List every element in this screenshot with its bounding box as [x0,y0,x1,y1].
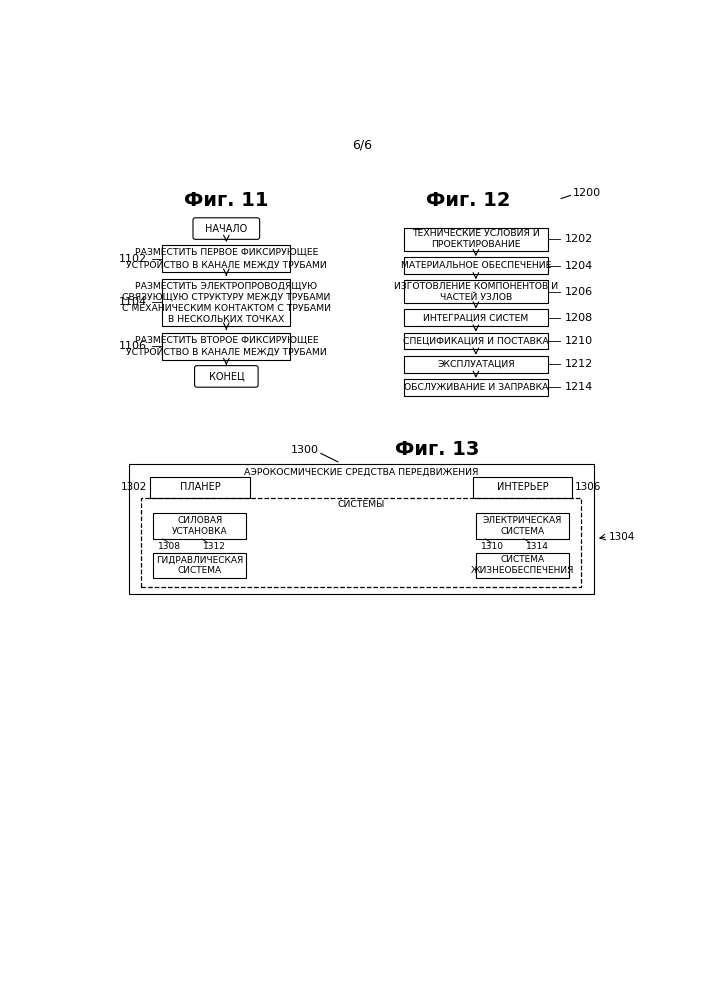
FancyBboxPatch shape [194,366,258,387]
FancyBboxPatch shape [151,477,250,498]
FancyBboxPatch shape [404,379,547,396]
Text: 1206: 1206 [565,287,592,297]
FancyBboxPatch shape [404,280,547,303]
Text: 1214: 1214 [565,382,593,392]
Text: ПЛАНЕР: ПЛАНЕР [180,482,221,492]
Text: ЭЛЕКТРИЧЕСКАЯ
СИСТЕМА: ЭЛЕКТРИЧЕСКАЯ СИСТЕМА [483,516,562,536]
Text: Фиг. 13: Фиг. 13 [395,440,479,459]
Text: ГИДРАВЛИЧЕСКАЯ
СИСТЕМА: ГИДРАВЛИЧЕСКАЯ СИСТЕМА [156,555,244,575]
FancyBboxPatch shape [404,333,547,349]
Text: ИНТЕРЬЕР: ИНТЕРЬЕР [496,482,548,492]
Text: СПЕЦИФИКАЦИЯ И ПОСТАВКА: СПЕЦИФИКАЦИЯ И ПОСТАВКА [403,336,549,345]
FancyBboxPatch shape [163,333,291,360]
FancyBboxPatch shape [404,228,547,251]
Text: РАЗМЕСТИТЬ ВТОРОЕ ФИКСИРУЮЩЕЕ
УСТРОЙСТВО В КАНАЛЕ МЕЖДУ ТРУБАМИ: РАЗМЕСТИТЬ ВТОРОЕ ФИКСИРУЮЩЕЕ УСТРОЙСТВО… [126,336,327,357]
Text: ТЕХНИЧЕСКИЕ УСЛОВИЯ И
ПРОЕКТИРОВАНИЕ: ТЕХНИЧЕСКИЕ УСЛОВИЯ И ПРОЕКТИРОВАНИЕ [412,229,539,249]
Text: 1202: 1202 [565,234,593,244]
FancyBboxPatch shape [153,513,247,539]
FancyBboxPatch shape [163,279,291,326]
Text: РАЗМЕСТИТЬ ЭЛЕКТРОПРОВОДЯЩУЮ
СВЯЗУЮЩУЮ СТРУКТУРУ МЕЖДУ ТРУБАМИ
С МЕХАНИЧЕСКИМ КО: РАЗМЕСТИТЬ ЭЛЕКТРОПРОВОДЯЩУЮ СВЯЗУЮЩУЮ С… [122,281,331,324]
Text: 1306: 1306 [575,482,602,492]
Text: СИСТЕМЫ: СИСТЕМЫ [337,500,385,509]
Text: 1304: 1304 [609,532,636,542]
Text: АЭРОКОСМИЧЕСКИЕ СРЕДСТВА ПЕРЕДВИЖЕНИЯ: АЭРОКОСМИЧЕСКИЕ СРЕДСТВА ПЕРЕДВИЖЕНИЯ [244,467,479,476]
Text: СИЛОВАЯ
УСТАНОВКА: СИЛОВАЯ УСТАНОВКА [173,516,228,536]
Text: 1204: 1204 [565,261,593,271]
FancyBboxPatch shape [473,477,572,498]
Text: 1312: 1312 [203,542,226,551]
Text: 1106: 1106 [119,341,147,351]
Text: 1302: 1302 [121,482,147,492]
Text: КОНЕЦ: КОНЕЦ [209,371,244,381]
Text: НАЧАЛО: НАЧАЛО [205,224,247,234]
Text: 1208: 1208 [565,313,593,323]
Text: 1310: 1310 [481,542,503,551]
FancyBboxPatch shape [129,464,594,594]
FancyBboxPatch shape [404,309,547,326]
FancyBboxPatch shape [404,356,547,373]
Text: ОБСЛУЖИВАНИЕ И ЗАПРАВКА: ОБСЛУЖИВАНИЕ И ЗАПРАВКА [404,383,548,392]
Text: 1104: 1104 [119,297,147,307]
FancyBboxPatch shape [476,513,569,539]
Text: Фиг. 11: Фиг. 11 [184,191,269,210]
Text: МАТЕРИАЛЬНОЕ ОБЕСПЕЧЕНИЕ: МАТЕРИАЛЬНОЕ ОБЕСПЕЧЕНИЕ [401,261,551,270]
FancyBboxPatch shape [476,553,569,578]
Text: 6/6: 6/6 [352,138,372,151]
Text: ЭКСПЛУАТАЦИЯ: ЭКСПЛУАТАЦИЯ [437,360,515,369]
Text: 1212: 1212 [565,359,593,369]
FancyBboxPatch shape [153,553,247,578]
Text: 1314: 1314 [525,542,549,551]
Text: 1200: 1200 [573,188,601,198]
Text: 1308: 1308 [158,542,181,551]
Text: 1102: 1102 [119,254,147,264]
Text: ИНТЕГРАЦИЯ СИСТЕМ: ИНТЕГРАЦИЯ СИСТЕМ [423,313,529,322]
FancyBboxPatch shape [404,257,547,274]
Text: 1300: 1300 [291,445,320,455]
Text: Фиг. 12: Фиг. 12 [426,191,510,210]
FancyBboxPatch shape [193,218,259,239]
Text: СИСТЕМА
ЖИЗНЕОБЕСПЕЧЕНИЯ: СИСТЕМА ЖИЗНЕОБЕСПЕЧЕНИЯ [471,555,574,575]
Text: 1210: 1210 [565,336,592,346]
Text: ИЗГОТОВЛЕНИЕ КОМПОНЕНТОВ И
ЧАСТЕЙ УЗЛОВ: ИЗГОТОВЛЕНИЕ КОМПОНЕНТОВ И ЧАСТЕЙ УЗЛОВ [394,282,558,302]
FancyBboxPatch shape [163,245,291,272]
Text: РАЗМЕСТИТЬ ПЕРВОЕ ФИКСИРУЮЩЕЕ
УСТРОЙСТВО В КАНАЛЕ МЕЖДУ ТРУБАМИ: РАЗМЕСТИТЬ ПЕРВОЕ ФИКСИРУЮЩЕЕ УСТРОЙСТВО… [126,248,327,269]
